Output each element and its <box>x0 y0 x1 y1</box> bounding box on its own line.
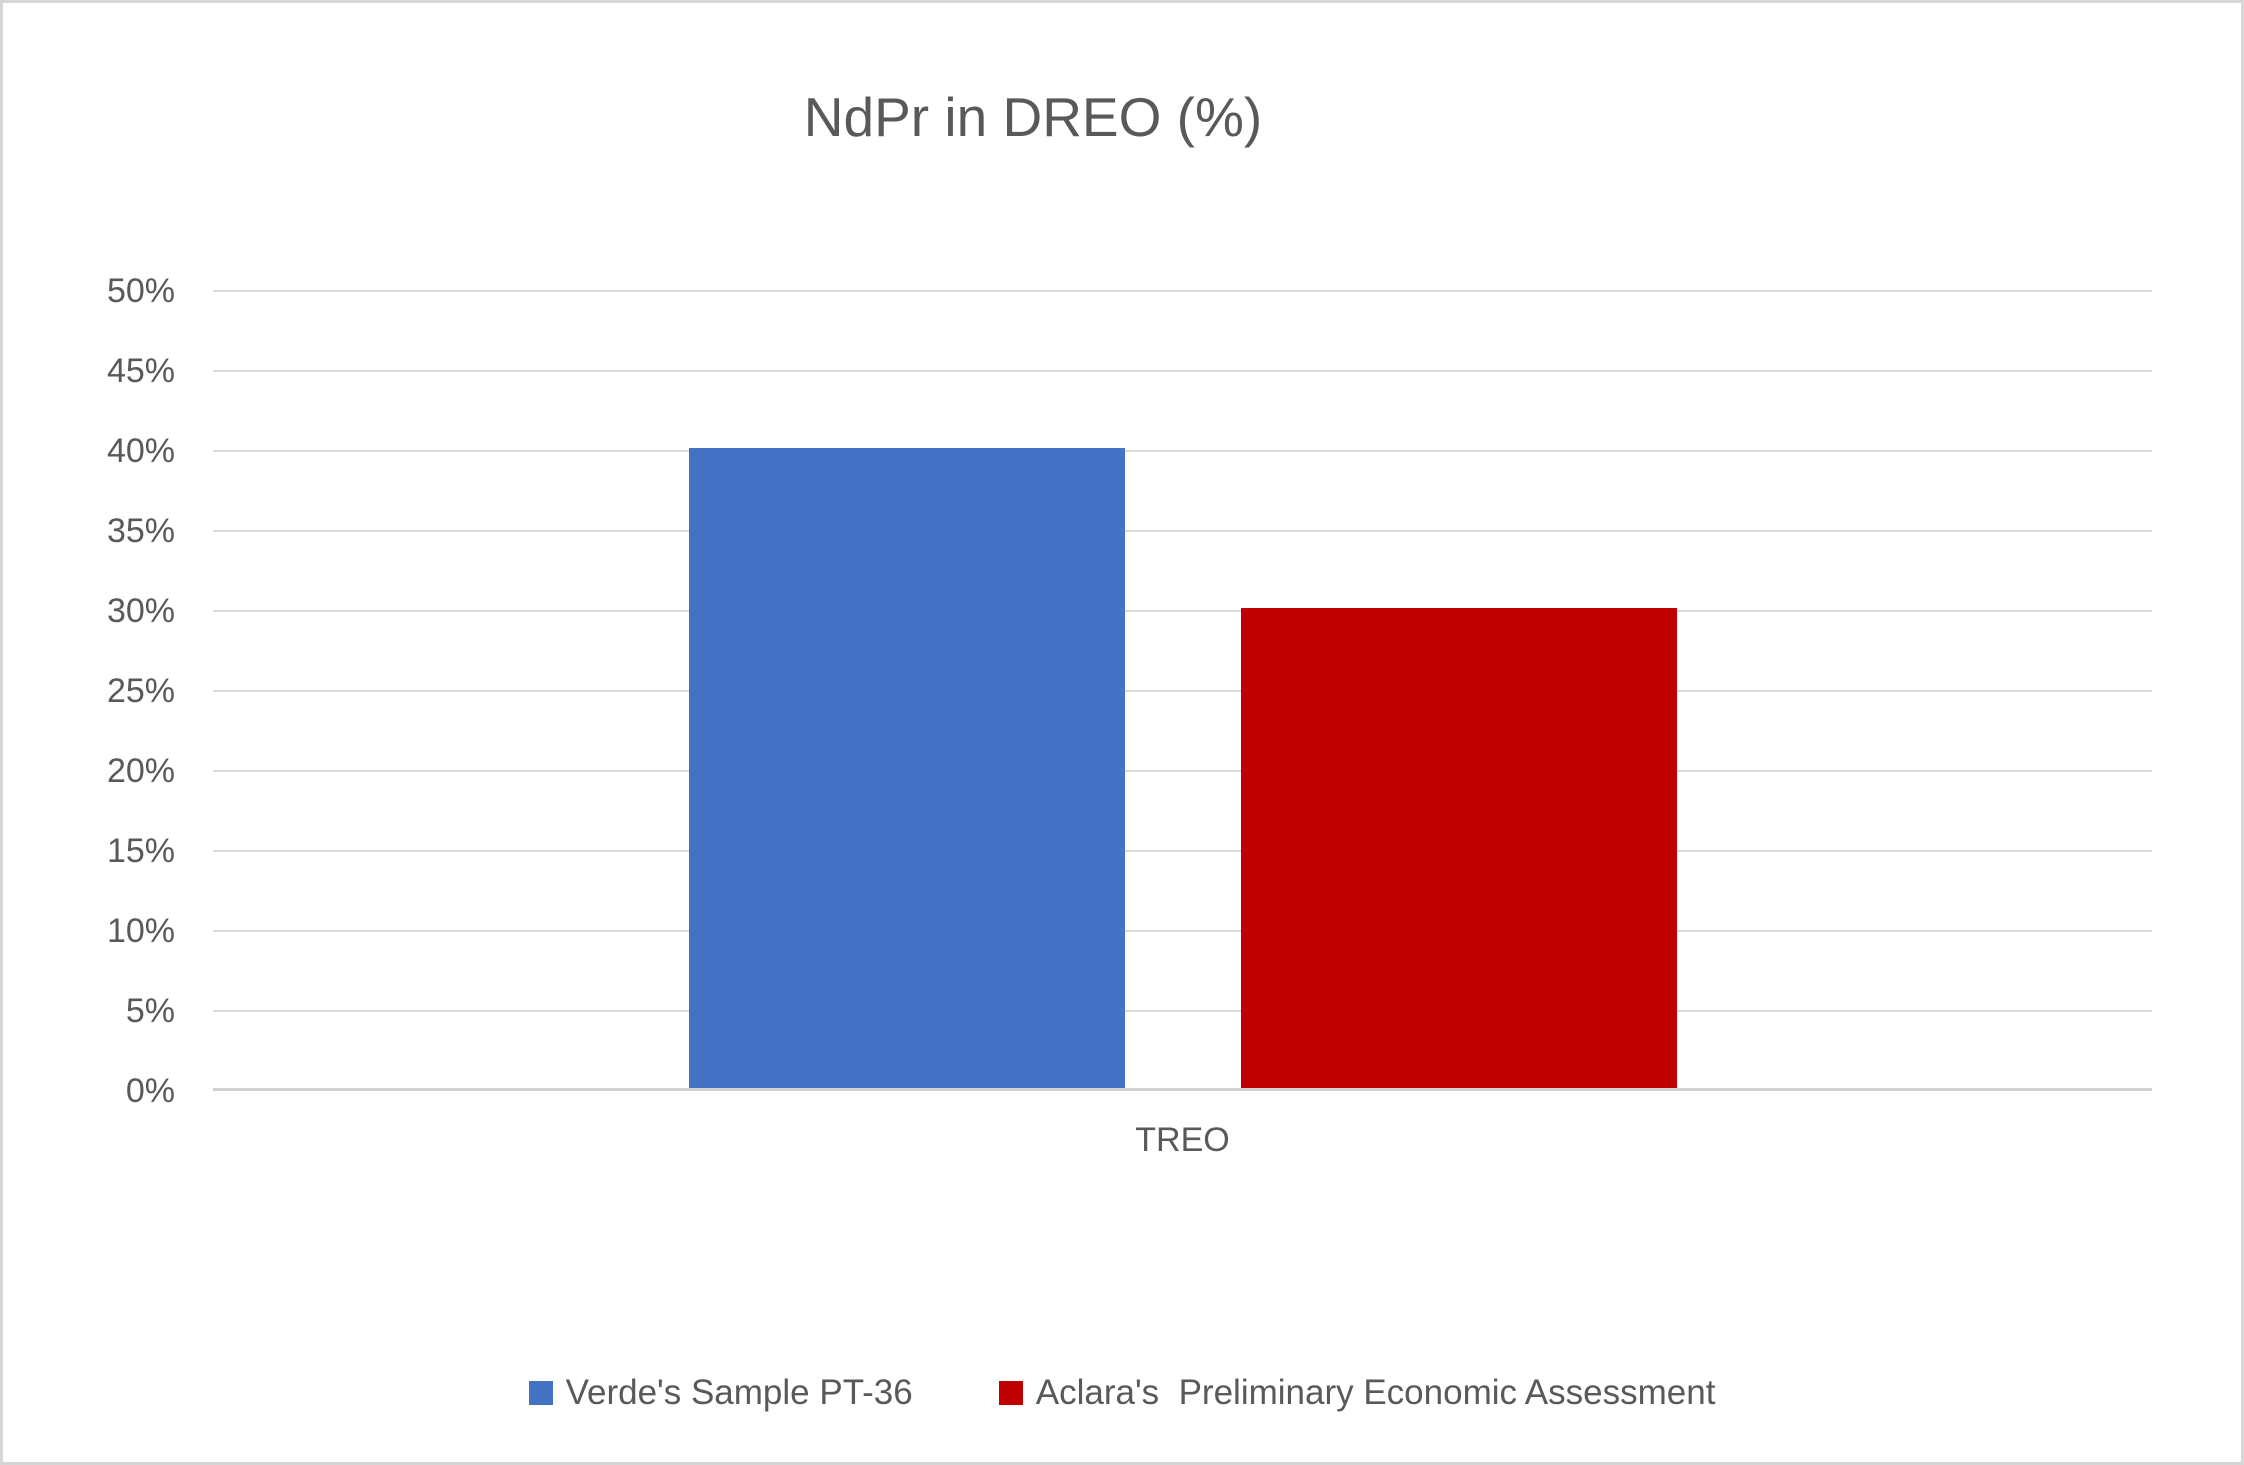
legend-label: Verde's Sample PT-36 <box>565 1373 913 1412</box>
gridline-5% <box>213 1010 2152 1012</box>
gridline-25% <box>213 690 2152 692</box>
legend-item-0: Verde's Sample PT-36 <box>528 1369 913 1417</box>
y-tick-label: 15% <box>106 832 175 870</box>
legend-label: Aclara's Preliminary Economic Assessment <box>1035 1373 1716 1412</box>
gridline-20% <box>213 770 2152 772</box>
bar-series-0 <box>688 448 1125 1088</box>
x-axis-line <box>213 1088 2152 1091</box>
y-tick-label: 20% <box>106 752 175 790</box>
gridline-15% <box>213 850 2152 852</box>
y-tick-label: 35% <box>106 512 175 550</box>
legend-item-1: Aclara's Preliminary Economic Assessment <box>998 1369 1716 1417</box>
plot-area <box>213 290 2152 1091</box>
y-tick-label: 5% <box>125 992 175 1030</box>
gridline-10% <box>213 930 2152 932</box>
chart-title: NdPr in DREO (%) <box>803 86 1263 148</box>
gridline-40% <box>213 450 2152 452</box>
legend-swatch-icon <box>998 1381 1023 1405</box>
legend-swatch-icon <box>528 1381 553 1405</box>
y-tick-label: 30% <box>106 592 175 630</box>
gridline-35% <box>213 530 2152 532</box>
gridline-45% <box>213 370 2152 372</box>
y-tick-label: 45% <box>106 352 175 390</box>
y-tick-label: 25% <box>106 672 175 710</box>
y-tick-label: 50% <box>106 272 175 310</box>
y-tick-label: 0% <box>125 1072 175 1110</box>
gridline-50% <box>213 290 2152 292</box>
legend: Verde's Sample PT-36 Aclara's Preliminary… <box>3 1367 2241 1419</box>
y-tick-label: 40% <box>106 432 175 470</box>
bar-group <box>213 291 2152 1088</box>
gridline-30% <box>213 610 2152 612</box>
x-axis-category-label: TREO <box>1135 1121 1230 1159</box>
bar-series-1 <box>1240 608 1677 1088</box>
y-tick-label: 10% <box>106 912 175 950</box>
